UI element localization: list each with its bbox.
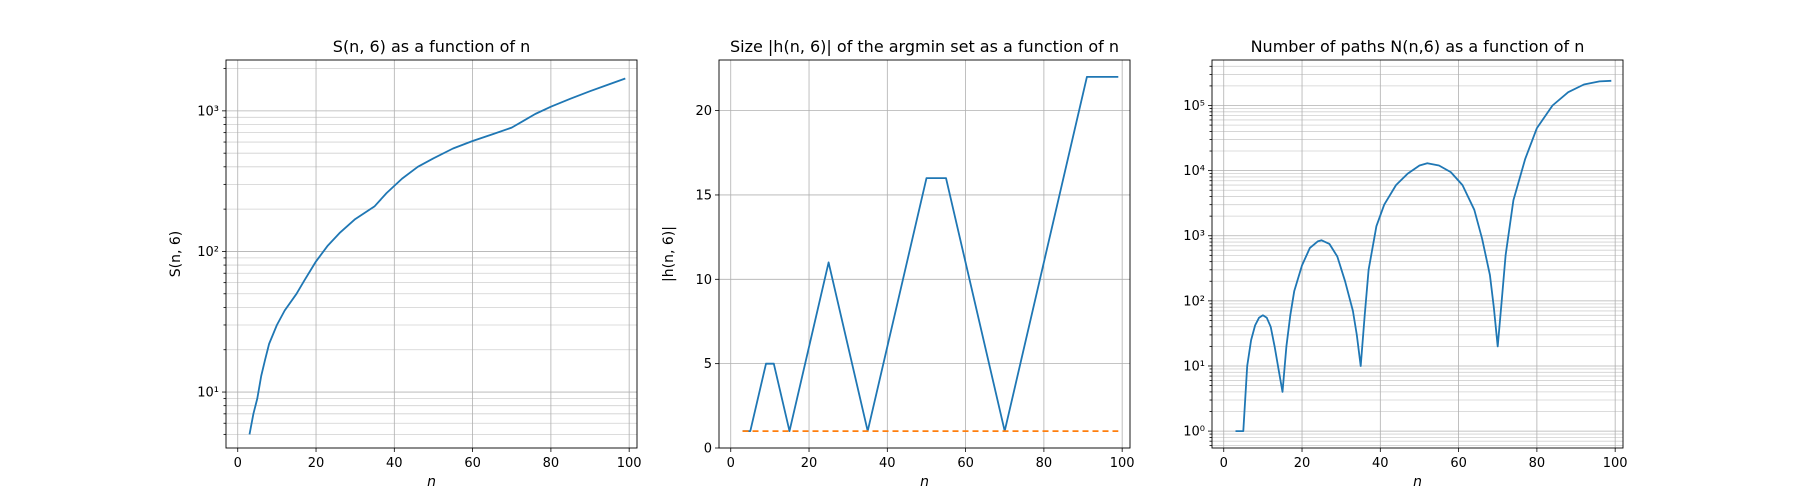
y-tick-label: 10¹ (1183, 359, 1205, 374)
plot-frame (718, 59, 1131, 449)
chart-panel-paths-n6: 0 20 40 60 80 100 10⁰ 10¹ 10² 10³ 10⁴ 10⁵ Number of … (1183, 37, 1627, 490)
y-axis-label: S(n, 6) (168, 231, 184, 278)
x-tick-label: 20 (801, 456, 818, 471)
y-axis-label: |h(n, 6)| (661, 226, 677, 282)
x-tick-label: 80 (543, 456, 560, 471)
x-axis-label: n (1413, 474, 1422, 490)
x-axis-label: n (920, 474, 929, 490)
x-tick-label: 40 (386, 456, 403, 471)
x-tick-label: 40 (879, 456, 896, 471)
series-line-0 (248, 77, 626, 435)
x-tick-label: 60 (464, 456, 481, 471)
y-tick-label: 0 (704, 442, 712, 457)
series-line-0 (1235, 79, 1612, 433)
x-tick-label: 20 (308, 456, 325, 471)
x-tick-label: 0 (727, 456, 735, 471)
y-tick-label: 10² (197, 245, 219, 260)
series-line-0 (742, 76, 1119, 433)
y-tick-label: 10³ (197, 104, 219, 119)
chart-title: Size |h(n, 6)| of the argmin set as a fu… (730, 37, 1119, 56)
y-tick-label: 10⁰ (1183, 425, 1205, 440)
chart-panel-s-n6: 0 20 40 60 80 100 10¹ 10² 10³ S(n, 6) as a functi… (168, 37, 642, 490)
x-tick-label: 100 (1603, 456, 1628, 471)
x-axis-label: n (427, 474, 436, 490)
x-tick-label: 100 (1110, 456, 1135, 471)
x-tick-label: 60 (1450, 456, 1467, 471)
y-tick-label: 10¹ (197, 386, 219, 401)
y-tick-label: 10⁴ (1183, 164, 1205, 179)
chart-panel-h-n6: 0 20 40 60 80 100 0 5 10 15 20 Size |h(n, 6)| of th… (661, 37, 1135, 490)
x-tick-label: 100 (617, 456, 642, 471)
y-tick-label: 10³ (1183, 229, 1205, 244)
x-tick-label: 0 (234, 456, 242, 471)
plot-frame (1211, 59, 1624, 449)
y-tick-label: 10² (1183, 294, 1205, 309)
x-tick-label: 20 (1294, 456, 1311, 471)
plot-frame (225, 59, 638, 449)
y-tick-label: 20 (695, 104, 712, 119)
x-tick-label: 80 (1529, 456, 1546, 471)
x-tick-label: 0 (1220, 456, 1228, 471)
x-tick-label: 40 (1372, 456, 1389, 471)
y-tick-label: 5 (704, 357, 712, 372)
y-tick-label: 10⁵ (1183, 99, 1205, 114)
chart-title: S(n, 6) as a function of n (333, 37, 530, 56)
x-tick-label: 80 (1036, 456, 1053, 471)
chart-title: Number of paths N(n,6) as a function of … (1251, 37, 1585, 56)
x-tick-label: 60 (957, 456, 974, 471)
y-tick-label: 10 (695, 273, 712, 288)
y-tick-label: 15 (695, 188, 712, 203)
